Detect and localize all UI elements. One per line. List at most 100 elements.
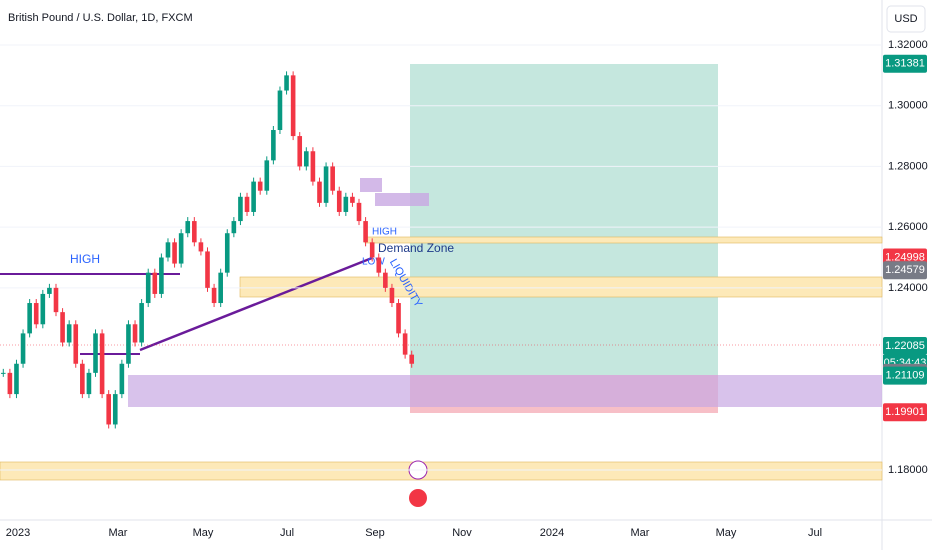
x-tick-label: May bbox=[716, 527, 737, 539]
candle-body bbox=[172, 242, 177, 264]
candle-body bbox=[297, 136, 303, 167]
candle-body bbox=[271, 130, 276, 161]
candle-body bbox=[66, 324, 72, 343]
candle-body bbox=[251, 181, 256, 212]
x-tick-label: Nov bbox=[452, 527, 472, 539]
candle-body bbox=[244, 196, 250, 212]
event-icon[interactable] bbox=[409, 489, 427, 507]
candle-body bbox=[264, 160, 270, 191]
candle-body bbox=[257, 181, 263, 191]
candle-body bbox=[356, 202, 362, 222]
candle-body bbox=[86, 372, 92, 395]
candle-body bbox=[284, 75, 289, 91]
x-tick-label: Jul bbox=[280, 527, 294, 539]
candle-body bbox=[317, 181, 322, 203]
currency[interactable]: USD bbox=[894, 13, 917, 25]
candle-body bbox=[99, 333, 105, 395]
chart-title: British Pound / U.S. Dollar, 1D, FXCM bbox=[8, 12, 193, 24]
price-label: 1.31381 bbox=[885, 58, 925, 70]
x-tick-label: Sep bbox=[365, 527, 385, 539]
candle-body bbox=[73, 324, 79, 364]
y-tick-label: 1.26000 bbox=[888, 221, 928, 233]
purple-zone bbox=[128, 375, 882, 407]
candle-body bbox=[93, 333, 98, 373]
y-tick-label: 1.32000 bbox=[888, 39, 928, 51]
candle-body bbox=[330, 166, 335, 191]
candle-body bbox=[350, 196, 355, 203]
candle-body bbox=[40, 293, 46, 325]
x-tick-label: Mar bbox=[109, 527, 128, 539]
candle-body bbox=[159, 257, 164, 294]
small-zone bbox=[360, 178, 382, 192]
candle-body bbox=[211, 287, 217, 304]
candle-body bbox=[231, 221, 237, 234]
candle-body bbox=[389, 287, 395, 304]
candle-body bbox=[126, 324, 131, 364]
x-tick-label: Jul bbox=[808, 527, 822, 539]
candle-body bbox=[139, 303, 144, 343]
candle-body bbox=[20, 333, 26, 364]
low-band bbox=[0, 461, 883, 481]
candle-body bbox=[178, 233, 184, 264]
candle-body bbox=[323, 166, 329, 203]
candle-body bbox=[402, 333, 408, 355]
price-label: 1.24998 bbox=[885, 251, 925, 263]
y-tick-label: 1.18000 bbox=[888, 464, 928, 476]
y-tick-label: 1.24000 bbox=[888, 282, 928, 294]
candle-body bbox=[198, 242, 204, 252]
price-label-bg bbox=[883, 261, 927, 280]
candle-body bbox=[53, 287, 59, 313]
candle-body bbox=[310, 151, 316, 182]
price-label-bg bbox=[883, 403, 927, 422]
candle-body bbox=[7, 372, 13, 395]
price-label-bg bbox=[883, 54, 927, 73]
candle-body bbox=[409, 354, 415, 364]
candle-body bbox=[14, 363, 19, 395]
small-zone bbox=[375, 193, 429, 206]
price-label-bg bbox=[883, 366, 927, 385]
x-tick-label: May bbox=[193, 527, 214, 539]
candle-body bbox=[132, 324, 138, 343]
price-label: 1.22085 bbox=[885, 340, 925, 352]
candle-body bbox=[238, 196, 243, 222]
candle-body bbox=[106, 394, 111, 425]
price-label: 1.19901 bbox=[885, 406, 925, 418]
x-tick-label: 2023 bbox=[6, 527, 30, 539]
candle-body bbox=[383, 272, 388, 288]
candle-body bbox=[145, 272, 151, 304]
candle-body bbox=[192, 221, 197, 243]
candle-body bbox=[224, 233, 230, 273]
candle-body bbox=[369, 242, 375, 258]
demand-band bbox=[239, 276, 883, 298]
candle-body bbox=[0, 372, 6, 374]
candle-body bbox=[60, 312, 65, 343]
candle-body bbox=[363, 221, 368, 243]
candle-body bbox=[277, 90, 283, 130]
candle-body bbox=[376, 257, 382, 273]
annotation: HIGH bbox=[372, 227, 397, 238]
candle-body bbox=[27, 303, 32, 334]
target-zone bbox=[410, 64, 718, 375]
annotation: Demand Zone bbox=[378, 241, 454, 255]
candle-body bbox=[205, 251, 210, 288]
candle-body bbox=[47, 287, 52, 294]
candle-body bbox=[152, 272, 158, 294]
y-tick-label: 1.30000 bbox=[888, 100, 928, 112]
price-label: 1.24579 bbox=[885, 264, 925, 276]
candle-body bbox=[304, 151, 309, 167]
candle-body bbox=[290, 75, 296, 137]
annotation: LOW bbox=[362, 257, 385, 268]
price-label-bg bbox=[883, 336, 927, 355]
x-tick-label: Mar bbox=[631, 527, 650, 539]
x-tick-label: 2024 bbox=[540, 527, 564, 539]
trend-line bbox=[139, 256, 373, 352]
candle-body bbox=[396, 303, 401, 334]
currency-button[interactable] bbox=[886, 5, 926, 33]
candle-body bbox=[112, 394, 118, 425]
annotation: HIGH bbox=[70, 252, 100, 266]
candle-body bbox=[119, 363, 125, 395]
y-tick-label: 1.28000 bbox=[888, 160, 928, 172]
candle-body bbox=[80, 363, 85, 395]
price-label: 1.21109 bbox=[886, 370, 925, 382]
